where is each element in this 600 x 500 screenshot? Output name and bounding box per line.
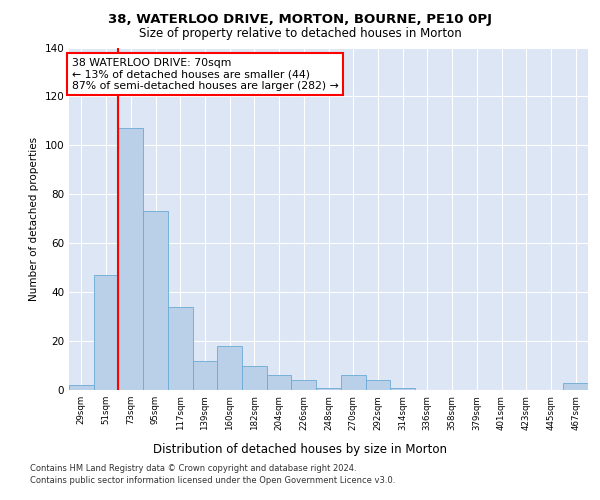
Bar: [69, 385, 94, 390]
Y-axis label: Number of detached properties: Number of detached properties: [29, 136, 39, 301]
Bar: [193, 360, 217, 390]
Bar: [217, 346, 242, 390]
Bar: [143, 212, 168, 390]
Bar: [118, 128, 143, 390]
Text: Contains HM Land Registry data © Crown copyright and database right 2024.: Contains HM Land Registry data © Crown c…: [30, 464, 356, 473]
Text: 38 WATERLOO DRIVE: 70sqm
← 13% of detached houses are smaller (44)
87% of semi-d: 38 WATERLOO DRIVE: 70sqm ← 13% of detach…: [71, 58, 338, 91]
Text: Size of property relative to detached houses in Morton: Size of property relative to detached ho…: [139, 28, 461, 40]
Bar: [563, 382, 588, 390]
Bar: [267, 376, 292, 390]
Bar: [94, 275, 118, 390]
Bar: [242, 366, 267, 390]
Text: Distribution of detached houses by size in Morton: Distribution of detached houses by size …: [153, 442, 447, 456]
Bar: [292, 380, 316, 390]
Bar: [316, 388, 341, 390]
Bar: [390, 388, 415, 390]
Text: 38, WATERLOO DRIVE, MORTON, BOURNE, PE10 0PJ: 38, WATERLOO DRIVE, MORTON, BOURNE, PE10…: [108, 12, 492, 26]
Text: Contains public sector information licensed under the Open Government Licence v3: Contains public sector information licen…: [30, 476, 395, 485]
Bar: [341, 376, 365, 390]
Bar: [168, 307, 193, 390]
Bar: [365, 380, 390, 390]
